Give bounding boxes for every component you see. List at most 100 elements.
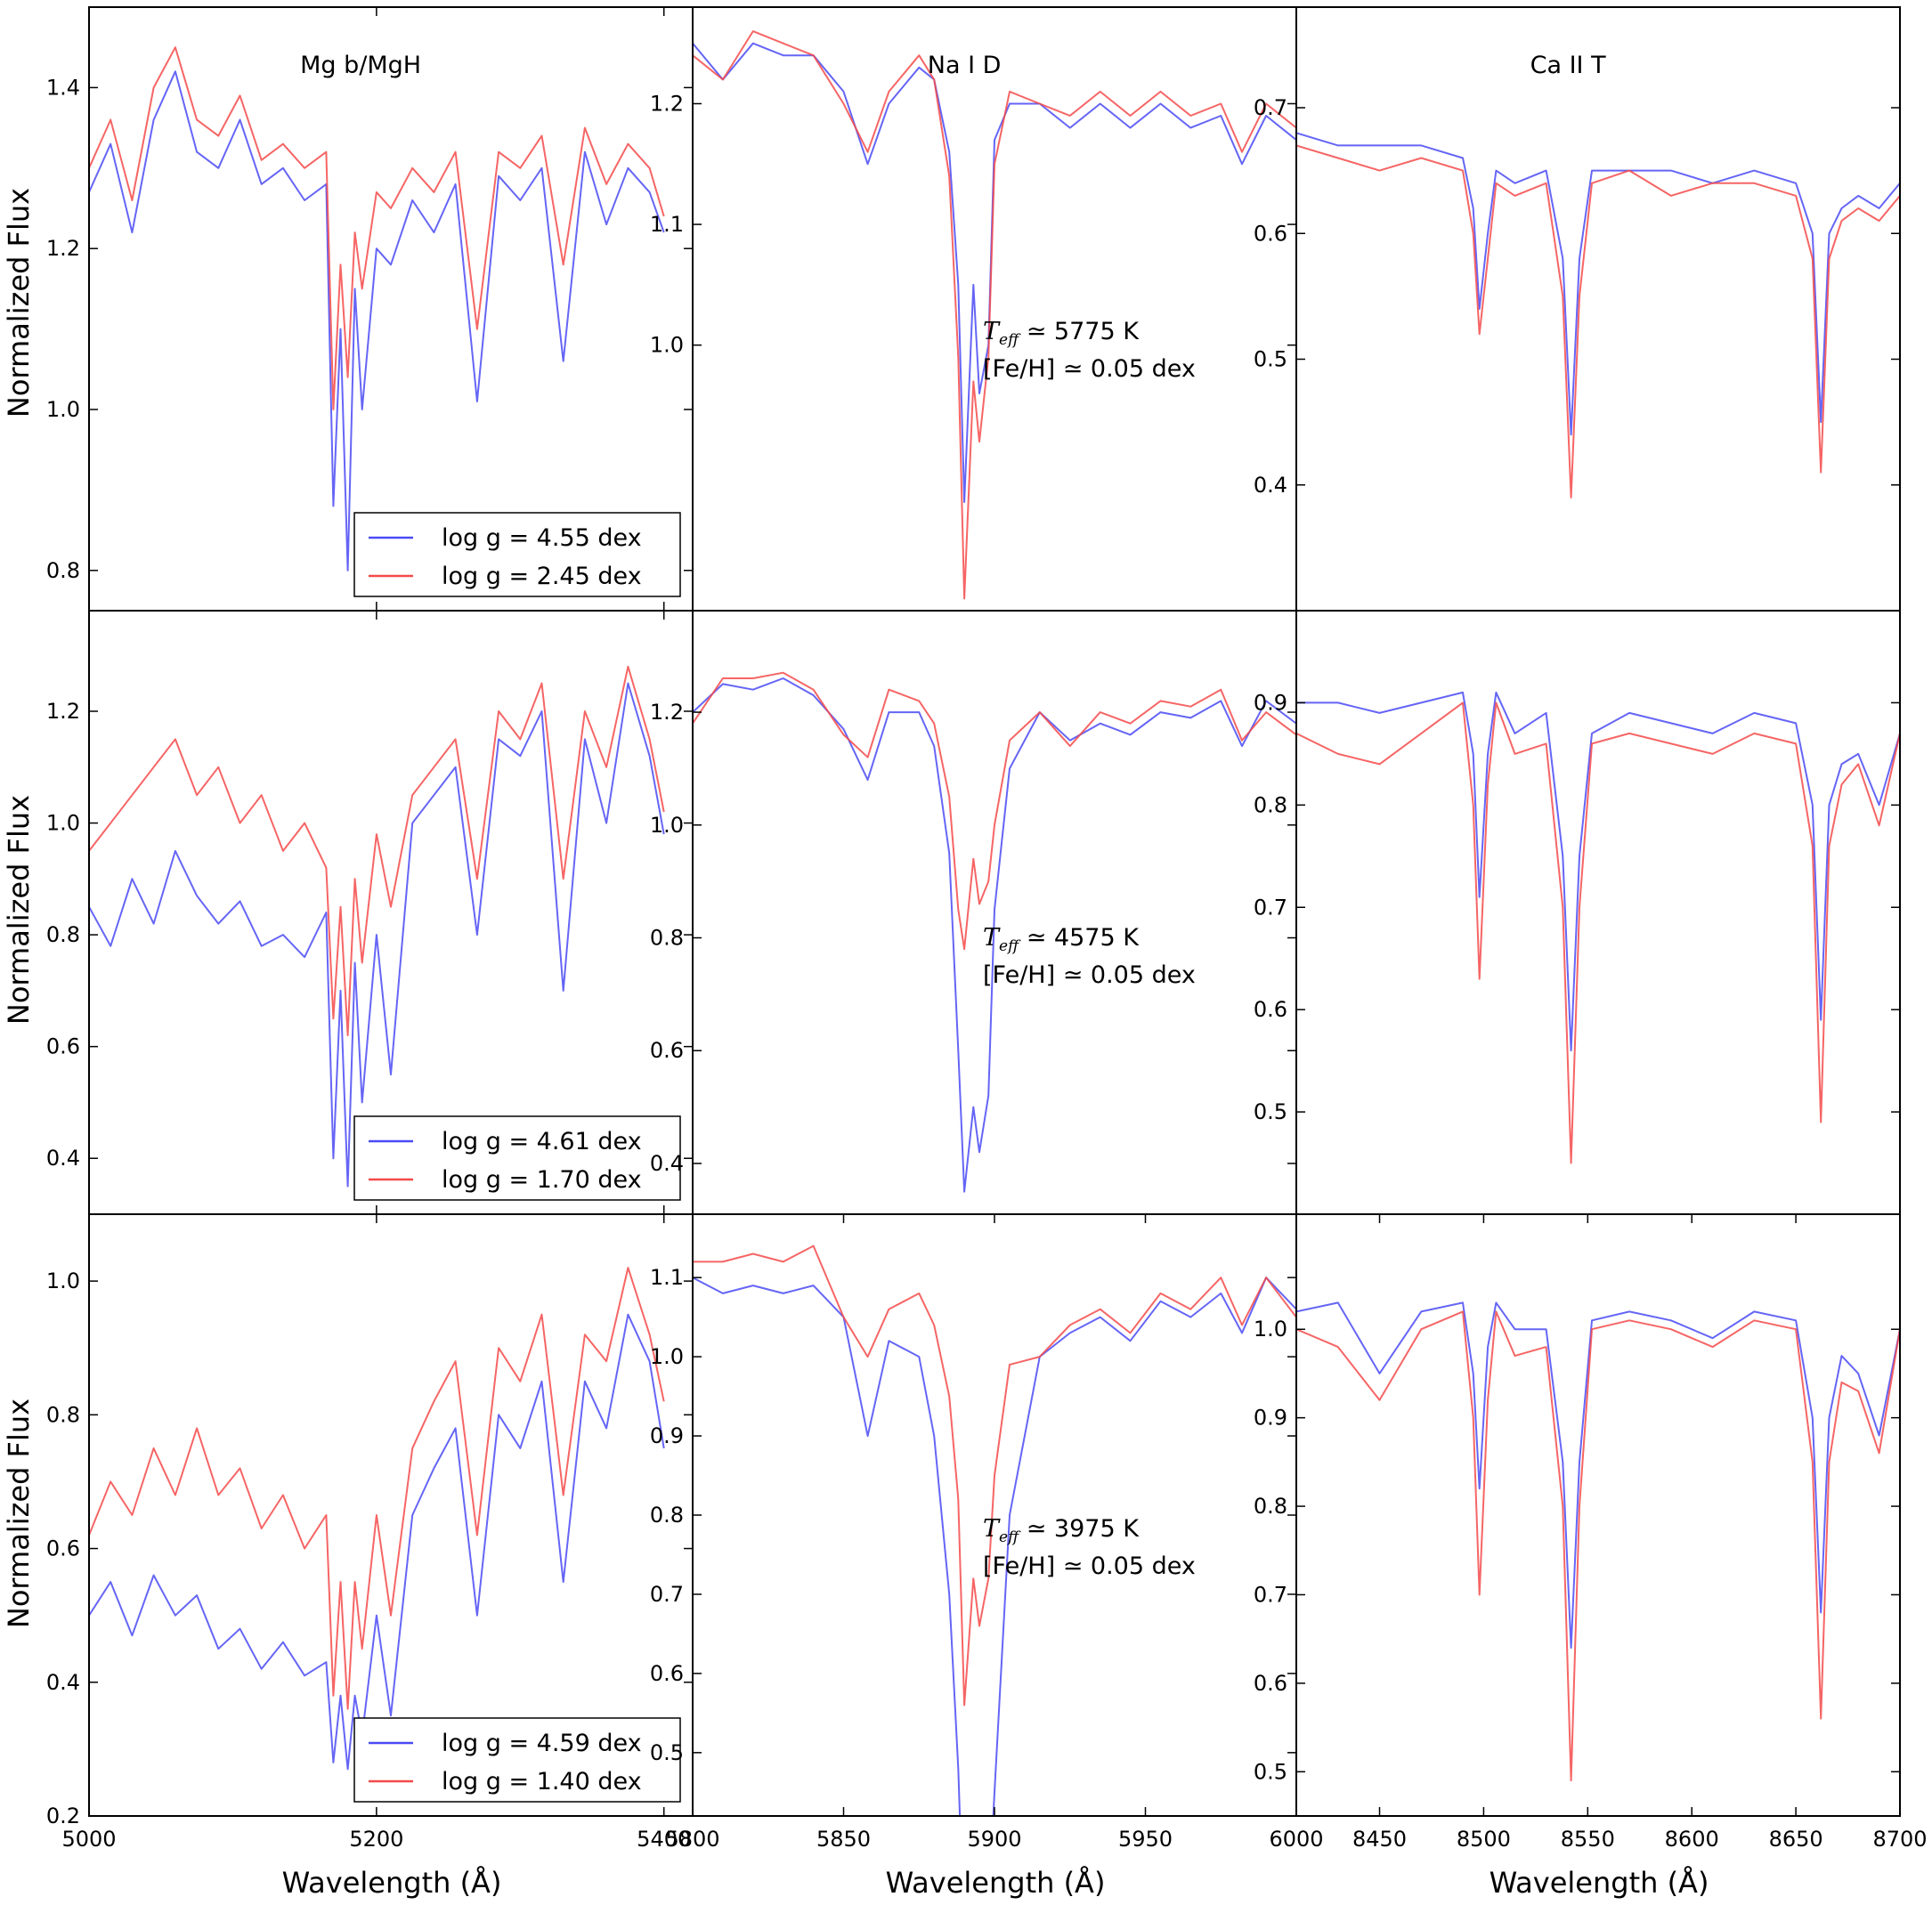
series-line-giant bbox=[1296, 701, 1900, 1164]
y-tick-label: 0.9 bbox=[1254, 1406, 1287, 1431]
y-tick-label: 0.7 bbox=[1254, 95, 1287, 120]
y-tick-label: 0.8 bbox=[1254, 1494, 1287, 1519]
series-line-giant bbox=[1296, 1310, 1900, 1782]
series-line-giant bbox=[1296, 144, 1900, 499]
series-line-dwarf bbox=[89, 1313, 665, 1771]
x-tick-label: 8600 bbox=[1665, 1827, 1719, 1852]
y-tick-label: 0.6 bbox=[650, 1038, 684, 1063]
xlabel-col-1: Wavelength (Å) bbox=[282, 1866, 502, 1900]
series-group bbox=[89, 665, 665, 1188]
x-tick-label: 5000 bbox=[61, 1827, 116, 1852]
series-group bbox=[1296, 1301, 1900, 1782]
y-tick-label: 1.2 bbox=[650, 91, 684, 116]
y-tick-label: 1.2 bbox=[650, 700, 684, 725]
series-line-dwarf bbox=[693, 42, 1296, 503]
series-line-giant bbox=[89, 1267, 665, 1710]
y-tick-label: 1.0 bbox=[1254, 1317, 1287, 1342]
y-tick-label: 0.6 bbox=[1254, 221, 1287, 246]
panel-r1c1: 0.4 0.6 0.8 1.0 1.2 Teff ≃ 4575 K [Fe/H] ≃ 0.0… bbox=[650, 671, 1296, 1193]
panel-r2c2: 0.5 0.6 0.7 0.8 0.9 1.0 8450 8500 8550 8600 8650 87… bbox=[1254, 1214, 1928, 1852]
y-tick-label: 1.2 bbox=[46, 236, 80, 261]
panels-group: 0.8 1.0 1.2 1.4 Mg b/MgH log g = 4.55 dex log … bbox=[46, 7, 1928, 1852]
y-tick-label: 0.6 bbox=[650, 1661, 684, 1686]
legend-box bbox=[353, 1717, 681, 1803]
x-tick-label: 5800 bbox=[665, 1827, 719, 1852]
xlabel-col-3: Wavelength (Å) bbox=[1490, 1866, 1709, 1900]
y-tick-label: 0.6 bbox=[1254, 1671, 1287, 1696]
xlabel-col-2: Wavelength (Å) bbox=[886, 1866, 1106, 1900]
y-tick-label: 1.1 bbox=[650, 1265, 684, 1290]
legend-box bbox=[353, 1115, 681, 1201]
panel-r1c0: 0.4 0.6 0.8 1.0 1.2 log g = 4.61 dex log g = 1… bbox=[46, 611, 693, 1214]
series-group bbox=[89, 46, 665, 572]
series-line-dwarf bbox=[1296, 691, 1900, 1052]
legend-label: log g = 4.55 dex bbox=[442, 524, 642, 552]
series-group bbox=[693, 671, 1296, 1193]
y-tick-label: 0.8 bbox=[650, 1503, 684, 1528]
series-line-dwarf bbox=[1296, 132, 1900, 436]
y-tick-label: 1.4 bbox=[46, 75, 80, 100]
ylabel-row-1: Normalized Flux bbox=[2, 188, 36, 417]
y-tick-label: 1.2 bbox=[46, 699, 80, 724]
y-tick-label: 1.0 bbox=[650, 333, 684, 358]
x-tick-label: 5400 bbox=[637, 1827, 691, 1852]
y-tick-label: 0.5 bbox=[1254, 1759, 1287, 1784]
feh-annotation: [Fe/H] ≃ 0.05 dex bbox=[983, 355, 1196, 383]
x-tick-label: 8700 bbox=[1872, 1827, 1927, 1852]
feh-annotation: [Fe/H] ≃ 0.05 dex bbox=[983, 961, 1196, 989]
panel-borders bbox=[88, 6, 1901, 1817]
y-tick-label: 0.8 bbox=[46, 922, 80, 947]
x-tick-label: 6000 bbox=[1269, 1827, 1323, 1852]
panel-r2c0: 0.2 0.4 0.6 0.8 1.0 5000 5200 5400 log g = 4.59 … bbox=[46, 1214, 693, 1852]
y-tick-label: 0.4 bbox=[650, 1151, 684, 1176]
x-tick-label: 5200 bbox=[349, 1827, 403, 1852]
y-tick-label: 0.6 bbox=[46, 1536, 80, 1561]
y-tick-label: 1.0 bbox=[46, 397, 80, 422]
x-tick-label: 5950 bbox=[1118, 1827, 1173, 1852]
teff-annotation: Teff ≃ 5775 K bbox=[983, 318, 1140, 349]
y-tick-label: 0.7 bbox=[650, 1582, 684, 1607]
teff-annotation: Teff ≃ 4575 K bbox=[983, 924, 1140, 955]
y-tick-label: 0.4 bbox=[46, 1670, 80, 1695]
y-tick-label: 0.5 bbox=[1254, 1099, 1287, 1124]
x-tick-label: 8450 bbox=[1352, 1827, 1407, 1852]
series-line-dwarf bbox=[693, 1277, 1296, 1816]
x-tick-label: 8550 bbox=[1561, 1827, 1615, 1852]
y-tick-label: 1.0 bbox=[650, 1344, 684, 1369]
series-group bbox=[693, 1244, 1296, 1816]
panel-r1c2: 0.5 0.6 0.7 0.8 0.9 bbox=[1254, 690, 1900, 1164]
y-tick-label: 0.9 bbox=[1254, 690, 1287, 715]
series-group bbox=[89, 1267, 665, 1771]
series-group bbox=[1296, 691, 1900, 1164]
x-tick-label: 5850 bbox=[816, 1827, 871, 1852]
legend-label: log g = 2.45 dex bbox=[442, 563, 642, 590]
y-tick-label: 0.6 bbox=[1254, 997, 1287, 1022]
series-line-giant bbox=[693, 30, 1296, 600]
x-tick-label: 5900 bbox=[967, 1827, 1021, 1852]
series-group bbox=[1296, 132, 1900, 499]
y-tick-label: 0.8 bbox=[650, 926, 684, 951]
y-tick-label: 0.5 bbox=[650, 1740, 684, 1765]
y-tick-label: 0.8 bbox=[46, 558, 80, 583]
legend-label: log g = 4.61 dex bbox=[442, 1128, 642, 1155]
y-tick-label: 0.4 bbox=[46, 1146, 80, 1171]
panel-r0c2: 0.4 0.5 0.6 0.7 Ca II T bbox=[1254, 52, 1900, 499]
y-tick-label: 0.8 bbox=[46, 1402, 80, 1427]
series-line-giant bbox=[693, 671, 1296, 951]
y-tick-label: 1.0 bbox=[650, 813, 684, 838]
legend-label: log g = 1.40 dex bbox=[442, 1768, 642, 1796]
teff-annotation: Teff ≃ 3975 K bbox=[983, 1515, 1140, 1546]
legend-box bbox=[353, 512, 681, 597]
legend-label: log g = 1.70 dex bbox=[442, 1166, 642, 1194]
y-tick-label: 0.9 bbox=[650, 1423, 684, 1448]
series-line-dwarf bbox=[89, 682, 665, 1188]
y-tick-label: 0.7 bbox=[1254, 1582, 1287, 1607]
panel-title: Na I D bbox=[928, 52, 1002, 79]
panel-r0c0: 0.8 1.0 1.2 1.4 Mg b/MgH log g = 4.55 dex log … bbox=[46, 7, 693, 611]
y-tick-label: 0.6 bbox=[46, 1034, 80, 1059]
series-line-giant bbox=[89, 46, 665, 410]
y-tick-label: 1.0 bbox=[46, 1269, 80, 1293]
series-group bbox=[693, 30, 1296, 600]
y-tick-label: 0.8 bbox=[1254, 792, 1287, 817]
ylabel-row-3: Normalized Flux bbox=[2, 1398, 36, 1628]
